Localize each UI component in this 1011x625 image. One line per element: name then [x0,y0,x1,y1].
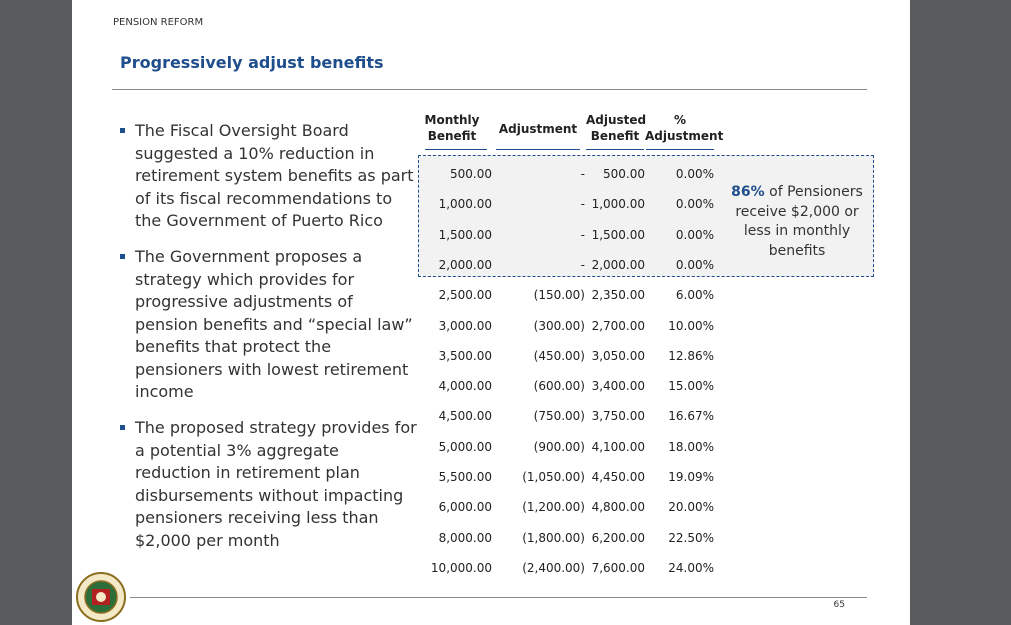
table-cell: 19.09% [668,470,714,484]
bullet: The proposed strategy provides for a pot… [120,417,417,552]
table-cell: 4,800.00 [591,500,645,515]
table-cell: 15.00% [668,379,714,394]
table-cell: 0.00% [675,167,714,181]
table-cell: 500.00 [450,167,492,181]
table-cell: 16.67% [668,409,714,424]
table-cell: 3,400.00 [591,379,645,394]
table-cell: 8,000.00 [438,530,492,545]
table-cell: 1,500.00 [591,227,645,242]
table-cell: (900.00) [533,439,585,454]
table-cell: 1,000.00 [591,197,645,212]
table-cell: (1,050.00) [522,470,585,484]
table-cell: 2,500.00 [438,288,492,303]
section-label: PENSION REFORM [113,17,204,28]
bullet: The Government proposes a strategy which… [120,246,417,404]
table-cell: (150.00) [533,288,585,303]
table-cell: (600.00) [533,379,585,394]
table-cell: 5,500.00 [438,470,492,484]
table-cell: (1,200.00) [522,500,585,515]
table-cell: 2,000.00 [591,257,645,272]
table-cell: 0.00% [675,197,714,212]
table-cell: 1,500.00 [438,227,492,242]
header-underline [496,149,580,150]
table-cell: - [580,197,585,212]
table-cell: 7,600.00 [591,560,645,575]
table-cell: 6.00% [675,288,714,303]
table-cell: 10.00% [668,318,714,333]
table-cell: 5,000.00 [438,439,492,454]
table-cell: - [580,227,585,242]
header-underline [425,149,487,150]
table-cell: 2,700.00 [591,318,645,333]
annotation-text: of Pensioners receive $2,000 or less in … [735,184,863,259]
table-cell: 4,100.00 [591,439,645,454]
slide-title: Progressively adjust benefits [120,53,384,72]
table-cell: 18.00% [668,439,714,454]
table-cell: 500.00 [603,167,645,181]
table-cell: 3,750.00 [591,409,645,424]
annotation-highlight: 86% [731,184,765,200]
highlight-box [418,155,874,277]
slide: PENSION REFORM Progressively adjust bene… [72,0,910,625]
column-header: Adjustment [498,122,578,136]
seal [76,572,126,622]
column-header: Monthly Benefit [424,113,480,143]
table-cell: 12.86% [668,348,714,363]
table-cell: - [580,257,585,272]
footer-rule [130,597,867,598]
header-underline [586,149,644,150]
table-cell: (2,400.00) [522,560,585,575]
table-cell: 0.00% [675,257,714,272]
table-cell: - [580,167,585,181]
column-header: Adjusted Benefit [586,113,647,143]
bullet: The Fiscal Oversight Board suggested a 1… [120,120,417,233]
table-cell: 3,500.00 [438,348,492,363]
title-rule [112,89,867,90]
table-cell: (1,800.00) [522,530,585,545]
table-cell: 3,050.00 [591,348,645,363]
table-cell: (300.00) [533,318,585,333]
table-cell: 2,000.00 [438,257,492,272]
table-cell: 4,450.00 [591,470,645,484]
table-cell: 24.00% [668,560,714,575]
table-cell: 2,350.00 [591,288,645,303]
table-cell: 3,000.00 [438,318,492,333]
header-underline [646,149,714,150]
table-cell: 10,000.00 [430,560,492,575]
table-cell: 0.00% [675,227,714,242]
annotation: 86% of Pensioners receive $2,000 or less… [727,183,867,261]
table-cell: 1,000.00 [438,197,492,212]
column-header: % Adjustment [645,113,724,143]
table-cell: 22.50% [668,530,714,545]
table-cell: 20.00% [668,500,714,515]
table-cell: 6,200.00 [591,530,645,545]
table-cell: 6,000.00 [438,500,492,515]
table-cell: (750.00) [533,409,585,424]
table-cell: 4,000.00 [438,379,492,394]
page-number: 65 [833,600,845,610]
table-cell: 4,500.00 [438,409,492,424]
table-cell: (450.00) [533,348,585,363]
